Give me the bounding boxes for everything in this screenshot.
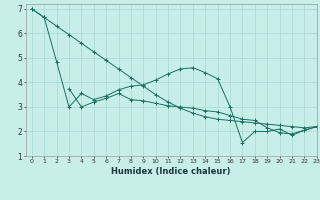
X-axis label: Humidex (Indice chaleur): Humidex (Indice chaleur): [111, 167, 231, 176]
